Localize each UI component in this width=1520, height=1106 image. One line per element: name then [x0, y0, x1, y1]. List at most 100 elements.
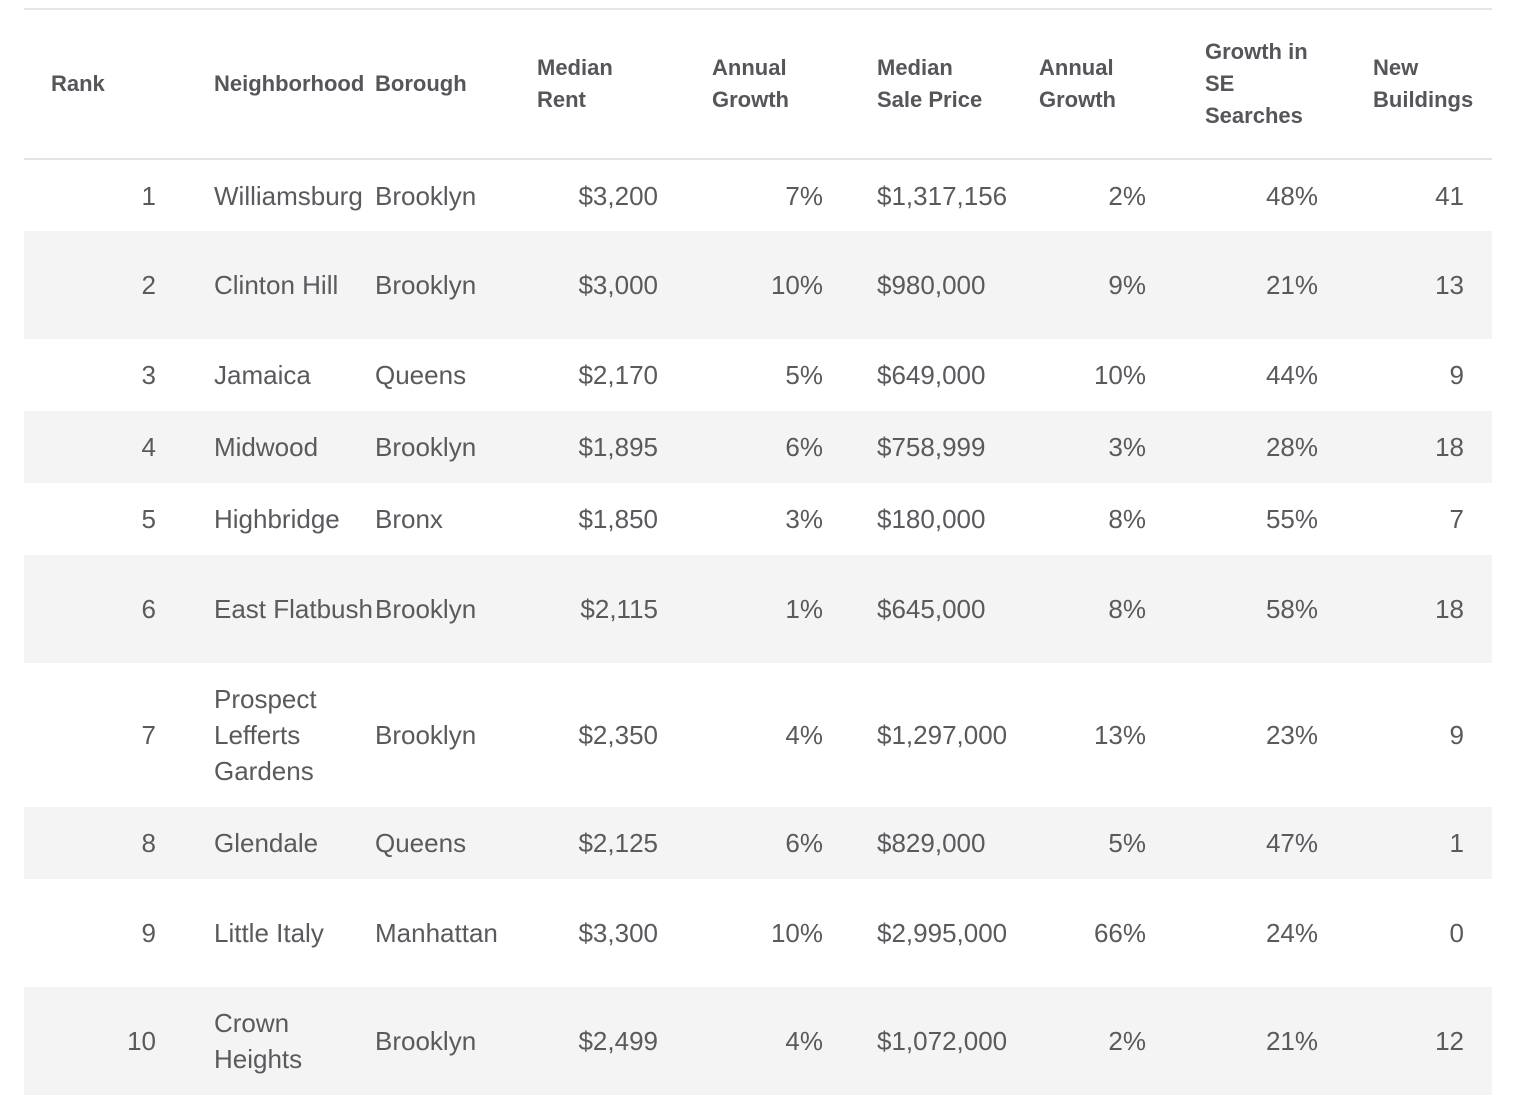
cell-new-buildings: 9 [1449, 720, 1464, 750]
cell-new-buildings: 41 [1435, 180, 1464, 211]
header-median-rent-line-2: Rent [537, 87, 586, 112]
table-row: 2 Clinton Hill Brooklyn $3,000 10% $980,000 9%… [24, 231, 1492, 339]
cell-se-search-growth: 23% [1265, 720, 1318, 750]
table-row: 6 East Flatbush Brooklyn $2,115 1% $645,000 8%… [24, 555, 1492, 663]
cell-median-rent: $2,499 [578, 1026, 658, 1056]
cell-borough: Brooklyn [375, 1026, 477, 1056]
header-rent-growth-line-2: Growth [712, 87, 789, 112]
cell-new-buildings: 13 [1435, 270, 1464, 300]
cell-neighborhood: Williamsburg [214, 180, 363, 211]
cell-sale-growth: 10% [1093, 360, 1146, 390]
cell-rent-growth: 7% [785, 180, 823, 211]
cell-rent-growth: 4% [785, 720, 823, 750]
cell-median-sale-price: $829,000 [877, 828, 986, 858]
header-rank-label: Rank [51, 71, 105, 96]
cell-median-sale-price: $2,995,000 [877, 918, 1008, 948]
cell-se-search-growth: 24% [1265, 918, 1318, 948]
cell-median-rent: $3,200 [578, 180, 658, 211]
table-row: 1 Williamsburg Brooklyn $3,200 7% $1,317,156 2… [24, 159, 1492, 231]
cell-rent-growth: 5% [785, 360, 823, 390]
cell-se-search-growth: 48% [1265, 180, 1318, 211]
cell-rank: 4 [141, 432, 156, 462]
header-median-rent[interactable]: Median Rent [537, 9, 690, 160]
header-rent-annual-growth[interactable]: Annual Growth [690, 9, 855, 160]
cell-rank: 10 [127, 1026, 156, 1056]
header-sale-growth-line-2: Growth [1039, 87, 1116, 112]
header-borough-label: Borough [375, 71, 467, 96]
cell-rent-growth: 1% [785, 594, 823, 624]
header-neighborhood-label: Neighborhood [214, 71, 365, 96]
table-row: 4 Midwood Brooklyn $1,895 6% $758,999 3% 28% 18 [24, 411, 1492, 483]
cell-borough: Brooklyn [375, 432, 477, 462]
header-new-buildings-line-2: Buildings [1373, 87, 1474, 112]
cell-new-buildings: 9 [1449, 360, 1464, 390]
table-row: 5 Highbridge Bronx $1,850 3% $180,000 8% 55% 7 [24, 483, 1492, 555]
cell-borough: Queens [375, 360, 467, 390]
cell-median-rent: $2,350 [578, 720, 658, 750]
header-se-search-growth[interactable]: Growth in SE Searches [1182, 9, 1346, 160]
cell-borough: Bronx [375, 504, 443, 534]
cell-new-buildings: 7 [1449, 504, 1464, 534]
table-row: 3 Jamaica Queens $2,170 5% $649,000 10% 44% 9 [24, 339, 1492, 411]
header-new-buildings[interactable]: New Buildings [1346, 9, 1492, 160]
cell-median-rent: $1,850 [578, 504, 658, 534]
cell-se-search-growth: 44% [1265, 360, 1318, 390]
cell-neighborhood: Glendale [214, 828, 319, 858]
cell-sale-growth: 8% [1108, 504, 1146, 534]
header-median-sale-price[interactable]: Median Sale Price [855, 9, 1018, 160]
cell-neighborhood: Jamaica [214, 360, 311, 390]
header-borough[interactable]: Borough [375, 9, 537, 160]
header-new-buildings-line-1: New [1373, 55, 1419, 80]
cell-sale-growth: 3% [1108, 432, 1146, 462]
cell-borough: Brooklyn [375, 270, 477, 300]
cell-borough: Brooklyn [375, 594, 477, 624]
cell-rank: 8 [141, 828, 156, 858]
cell-sale-growth: 8% [1108, 594, 1146, 624]
cell-borough: Queens [375, 828, 467, 858]
neighborhood-rankings-table-container: Rank Neighborhood Borough Median Rent Ann… [24, 8, 1492, 1095]
header-sale-price-line-1: Median [877, 55, 953, 80]
cell-median-rent: $2,170 [578, 360, 658, 390]
cell-new-buildings: 12 [1435, 1026, 1464, 1056]
table-body: 1 Williamsburg Brooklyn $3,200 7% $1,317,156 2… [24, 159, 1492, 1095]
cell-rank: 2 [141, 270, 156, 300]
cell-neighborhood: Highbridge [214, 504, 340, 534]
cell-median-sale-price: $1,072,000 [877, 1026, 1008, 1056]
cell-median-sale-price: $980,000 [877, 270, 986, 300]
cell-rent-growth: 6% [785, 432, 823, 462]
cell-rank: 7 [141, 720, 156, 750]
cell-median-rent: $3,300 [578, 918, 658, 948]
cell-se-search-growth: 21% [1265, 270, 1318, 300]
cell-se-search-growth: 58% [1265, 594, 1318, 624]
cell-new-buildings: 18 [1435, 594, 1464, 624]
header-row: Rank Neighborhood Borough Median Rent Ann… [24, 9, 1492, 160]
header-neighborhood[interactable]: Neighborhood [186, 9, 375, 160]
cell-rank: 9 [141, 918, 156, 948]
cell-neighborhood: Crown Heights [214, 1008, 303, 1074]
cell-sale-growth: 13% [1093, 720, 1146, 750]
cell-se-search-growth: 21% [1265, 1026, 1318, 1056]
cell-se-search-growth: 55% [1265, 504, 1318, 534]
cell-sale-growth: 2% [1108, 1026, 1146, 1056]
cell-new-buildings: 1 [1449, 828, 1464, 858]
cell-rent-growth: 10% [770, 918, 823, 948]
cell-neighborhood: Clinton Hill [214, 270, 339, 300]
cell-median-rent: $1,895 [578, 432, 658, 462]
cell-sale-growth: 5% [1108, 828, 1146, 858]
table-row: 7 Prospect Lefferts Gardens Brooklyn $2,350… [24, 663, 1492, 807]
cell-neighborhood: Little Italy [214, 918, 324, 948]
cell-rent-growth: 4% [785, 1026, 823, 1056]
header-se-growth-line-3: Searches [1205, 103, 1303, 128]
header-sale-annual-growth[interactable]: Annual Growth [1018, 9, 1182, 160]
cell-median-sale-price: $645,000 [877, 594, 986, 624]
table-row: 9 Little Italy Manhattan $3,300 10% $2,995,00… [24, 879, 1492, 987]
cell-new-buildings: 0 [1449, 918, 1464, 948]
header-se-growth-line-1: Growth in [1205, 39, 1308, 64]
neighborhood-rankings-table: Rank Neighborhood Borough Median Rent Ann… [24, 8, 1492, 1095]
header-sale-price-line-2: Sale Price [877, 87, 983, 112]
header-rank[interactable]: Rank [24, 9, 186, 160]
table-row: 8 Glendale Queens $2,125 6% $829,000 5% 47% 1 [24, 807, 1492, 879]
cell-borough: Manhattan [375, 918, 498, 948]
cell-median-rent: $2,115 [580, 594, 658, 624]
cell-neighborhood: Prospect Lefferts Gardens [214, 684, 317, 786]
